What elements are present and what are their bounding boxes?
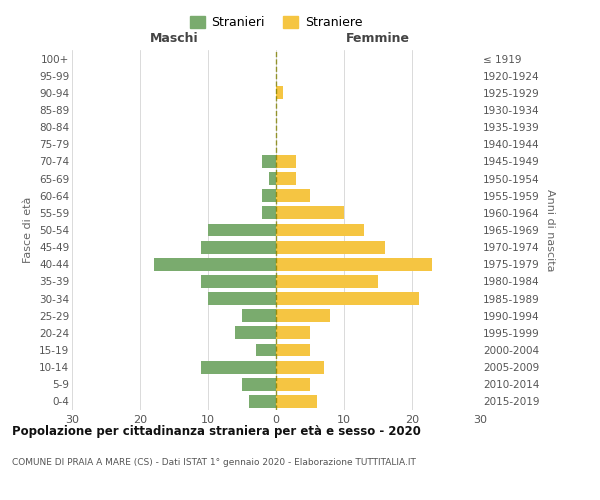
Bar <box>276 155 296 168</box>
Bar <box>242 310 276 322</box>
Bar <box>276 292 419 305</box>
Bar <box>208 292 276 305</box>
Bar <box>154 258 276 270</box>
Text: Maschi: Maschi <box>149 32 199 45</box>
Bar <box>201 240 276 254</box>
Bar <box>276 172 296 185</box>
Bar <box>276 344 310 356</box>
Text: COMUNE DI PRAIA A MARE (CS) - Dati ISTAT 1° gennaio 2020 - Elaborazione TUTTITAL: COMUNE DI PRAIA A MARE (CS) - Dati ISTAT… <box>12 458 416 467</box>
Bar <box>256 344 276 356</box>
Y-axis label: Anni di nascita: Anni di nascita <box>545 188 555 271</box>
Bar <box>235 326 276 340</box>
Bar <box>262 155 276 168</box>
Bar <box>208 224 276 236</box>
Bar <box>276 206 344 220</box>
Bar <box>276 395 317 408</box>
Bar <box>201 275 276 288</box>
Text: Femmine: Femmine <box>346 32 410 45</box>
Bar <box>242 378 276 390</box>
Bar <box>276 326 310 340</box>
Bar <box>276 224 364 236</box>
Bar <box>276 378 310 390</box>
Bar <box>249 395 276 408</box>
Bar <box>262 190 276 202</box>
Bar <box>276 240 385 254</box>
Bar <box>276 86 283 100</box>
Text: Popolazione per cittadinanza straniera per età e sesso - 2020: Popolazione per cittadinanza straniera p… <box>12 425 421 438</box>
Bar <box>201 360 276 374</box>
Bar <box>276 275 378 288</box>
Bar <box>276 190 310 202</box>
Bar <box>276 310 331 322</box>
Y-axis label: Fasce di età: Fasce di età <box>23 197 34 263</box>
Bar <box>269 172 276 185</box>
Bar <box>276 258 433 270</box>
Bar <box>276 360 323 374</box>
Legend: Stranieri, Straniere: Stranieri, Straniere <box>185 11 367 34</box>
Bar <box>262 206 276 220</box>
